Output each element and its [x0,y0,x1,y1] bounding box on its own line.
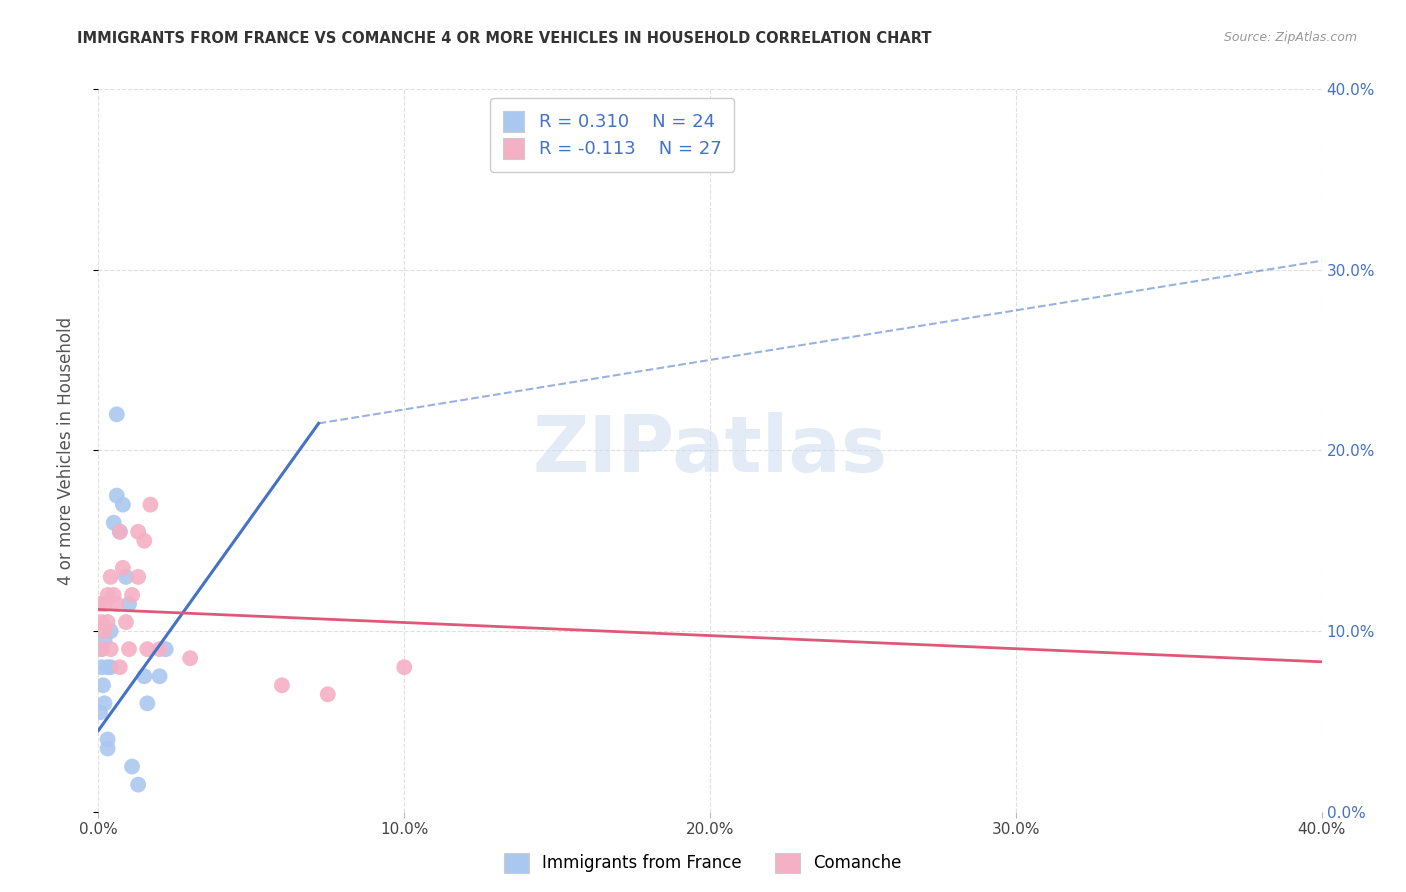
Point [93,697,115,711]
Point [108,524,131,539]
Point [105,407,128,422]
Point [89,597,111,611]
Point [270,678,292,692]
Point [108,524,131,539]
Point [179,651,201,665]
Point [155,642,177,657]
Point [136,642,159,657]
Point [149,642,172,657]
Text: Source: ZipAtlas.com: Source: ZipAtlas.com [1223,31,1357,45]
Point [149,669,172,683]
Legend: R = 0.310    N = 24, R = -0.113    N = 27: R = 0.310 N = 24, R = -0.113 N = 27 [491,98,734,171]
Point [127,524,149,539]
Point [97,588,120,602]
Point [97,732,120,747]
Point [97,660,120,674]
Point [90,642,112,657]
Point [118,642,141,657]
Legend: Immigrants from France, Comanche: Immigrants from France, Comanche [498,847,908,880]
Point [100,660,122,674]
Point [136,697,159,711]
Point [93,624,115,639]
Point [90,642,112,657]
Text: ZIPatlas: ZIPatlas [533,412,887,489]
Point [108,660,131,674]
Point [100,642,122,657]
Point [134,533,156,548]
Point [93,633,115,648]
Point [121,588,143,602]
Point [139,498,162,512]
Point [392,660,416,674]
Point [111,561,134,575]
Point [89,706,111,720]
Point [90,615,112,629]
Point [90,660,112,674]
Point [97,741,120,756]
Point [100,624,122,639]
Point [105,489,128,503]
Point [91,678,114,692]
Point [97,615,120,629]
Point [316,687,339,701]
Text: IMMIGRANTS FROM FRANCE VS COMANCHE 4 OR MORE VEHICLES IN HOUSEHOLD CORRELATION C: IMMIGRANTS FROM FRANCE VS COMANCHE 4 OR … [77,31,932,46]
Point [111,498,134,512]
Y-axis label: 4 or more Vehicles in Household: 4 or more Vehicles in Household [56,317,75,584]
Point [121,759,143,773]
Point [103,588,125,602]
Point [127,570,149,584]
Point [100,570,122,584]
Point [105,597,128,611]
Point [93,597,115,611]
Point [115,570,138,584]
Point [118,597,141,611]
Point [103,516,125,530]
Point [134,669,156,683]
Point [127,778,149,792]
Point [115,615,138,629]
